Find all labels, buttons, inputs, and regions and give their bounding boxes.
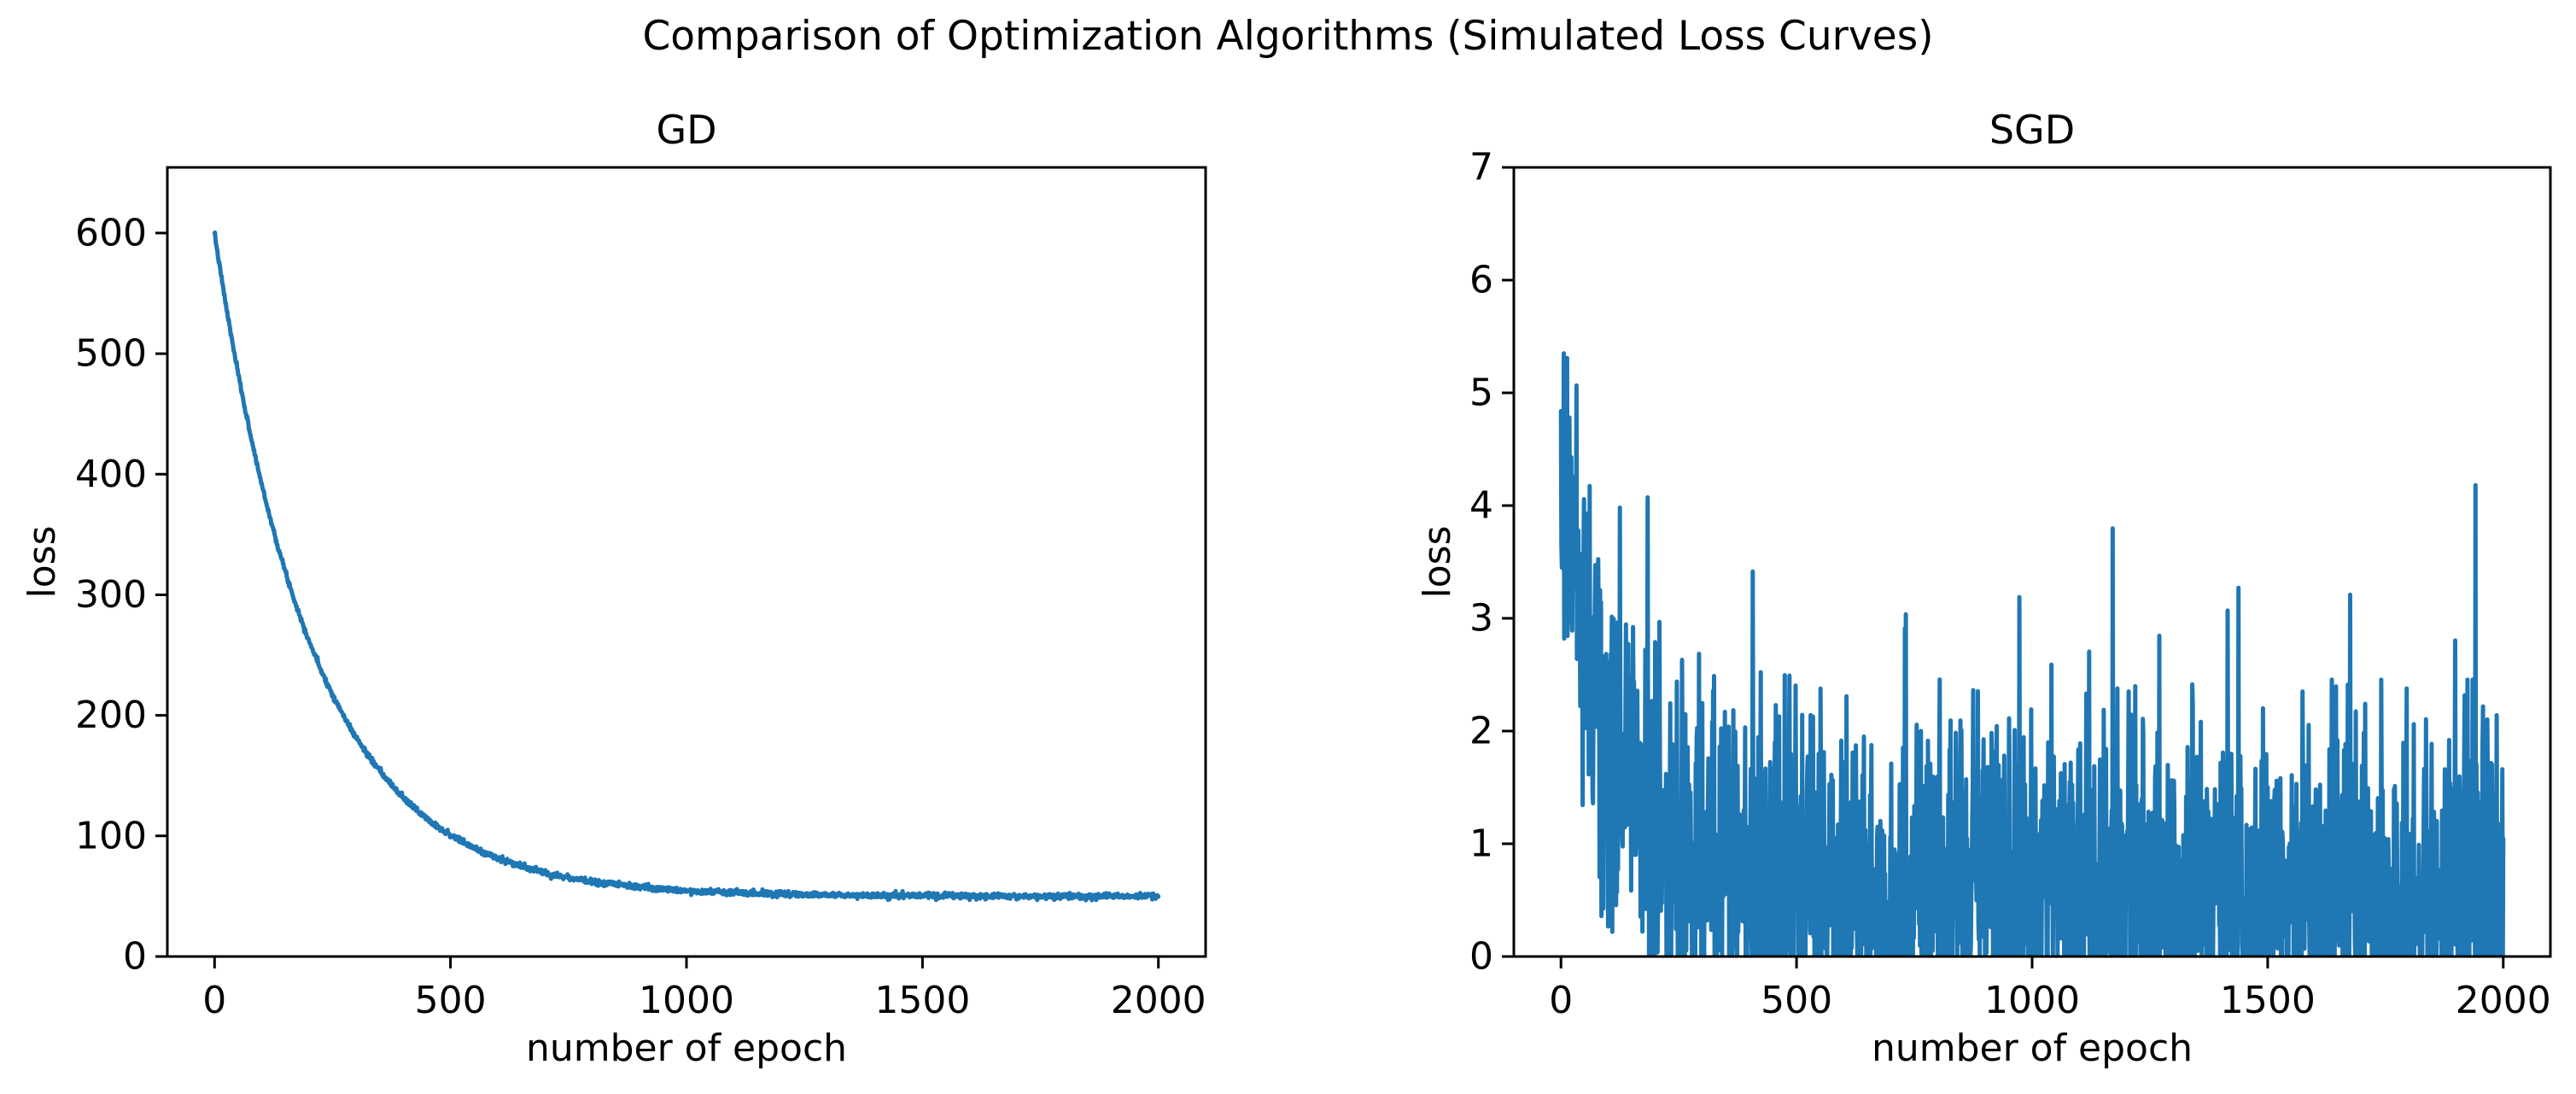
- subplot-gd-xlabel: number of epoch: [525, 1027, 848, 1070]
- y-tick-label: 4: [1469, 484, 1493, 528]
- y-tick-label: 300: [75, 573, 147, 617]
- y-tick-label: 400: [75, 453, 147, 496]
- x-tick-label: 1000: [1984, 979, 2080, 1022]
- x-tick-label: 0: [202, 979, 226, 1022]
- x-tick-label: 2000: [2456, 979, 2551, 1022]
- subplot-gd-ylabel: loss: [20, 525, 64, 599]
- y-tick-label: 3: [1469, 597, 1493, 641]
- y-tick-label: 500: [75, 332, 147, 376]
- x-tick-label: 500: [1761, 979, 1832, 1022]
- axis-ticks: [155, 231, 1160, 968]
- y-tick-label: 100: [75, 814, 147, 857]
- x-tick-label: 1000: [639, 979, 734, 1022]
- y-tick-label: 6: [1469, 259, 1493, 302]
- figure-title: Comparison of Optimization Algorithms (S…: [642, 13, 1934, 60]
- subplot-gd-title: GD: [656, 107, 717, 153]
- x-tick-label: 1500: [874, 979, 970, 1022]
- subplot-sgd-title: SGD: [1989, 107, 2076, 153]
- axes-spines: [166, 166, 1207, 958]
- axes-spines: [1512, 166, 2552, 958]
- y-tick-label: 0: [123, 935, 147, 979]
- x-tick-label: 0: [1549, 979, 1573, 1022]
- x-tick-label: 1500: [2220, 979, 2316, 1022]
- subplot-sgd-axes: 0 500 1000 1500 2000 0 1 2 3 4 5 6 7: [1469, 146, 2552, 1022]
- loss-curve: [1558, 351, 2506, 957]
- subplot-sgd-ylabel: loss: [1416, 525, 1459, 599]
- loss-curve: [212, 230, 1161, 903]
- y-tick-label: 0: [1469, 935, 1493, 979]
- axis-ticks: [1502, 166, 2505, 968]
- y-tick-label: 7: [1469, 146, 1493, 190]
- y-tick-label: 600: [75, 211, 147, 254]
- y-tick-label: 1: [1469, 822, 1493, 866]
- x-tick-label: 2000: [1111, 979, 1206, 1022]
- y-tick-label: 2: [1469, 710, 1493, 753]
- y-tick-label: 200: [75, 693, 147, 737]
- y-tick-label: 5: [1469, 371, 1493, 415]
- subplot-sgd-xlabel: number of epoch: [1871, 1027, 2193, 1070]
- x-tick-label: 500: [415, 979, 487, 1022]
- subplot-gd-axes: 0 500 1000 1500 2000 0 100 200 300 400 500 600: [75, 166, 1207, 1022]
